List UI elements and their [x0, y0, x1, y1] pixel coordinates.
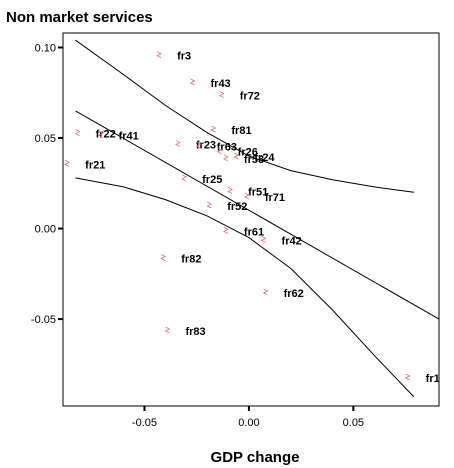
regression-line [75, 110, 440, 320]
point-marker [189, 78, 196, 86]
point-marker [262, 288, 269, 296]
y-tick-label: 0.00 [35, 224, 56, 236]
data-point: fr83 [164, 326, 206, 338]
point-label: fr42 [282, 235, 302, 247]
y-tick-label: 0.05 [35, 133, 56, 145]
point-label: fr82 [181, 254, 201, 266]
x-tick-label: 0.05 [343, 417, 364, 429]
data-point: fr52 [206, 201, 247, 213]
point-label: fr3 [177, 51, 191, 63]
point-marker [227, 187, 234, 194]
point-marker [260, 236, 267, 243]
data-point: fr1 [404, 373, 440, 385]
data-point: fr82 [160, 254, 201, 266]
point-marker [156, 51, 162, 59]
y-tick-label: 0.10 [35, 42, 56, 54]
point-marker [404, 373, 411, 381]
data-point: fr81 [210, 125, 252, 137]
point-label: fr24 [254, 152, 275, 164]
point-marker [74, 129, 81, 136]
point-label: fr1 [426, 373, 440, 385]
point-label: fr51 [248, 187, 268, 199]
point-label: fr83 [185, 326, 205, 338]
point-marker [97, 131, 104, 138]
point-marker [210, 125, 217, 133]
point-marker [174, 140, 181, 147]
data-point: fr24 [233, 152, 275, 164]
data-point: fr61 [223, 226, 264, 238]
data-point: fr72 [218, 91, 260, 103]
point-label: fr81 [231, 125, 251, 137]
point-label: fr41 [119, 130, 139, 142]
data-point: fr23 [174, 139, 216, 151]
x-tick-label: 0.00 [238, 417, 259, 429]
point-label: fr52 [227, 201, 247, 213]
point-label: fr26 [238, 147, 258, 159]
lower-confidence-band [75, 177, 415, 398]
upper-confidence-band [75, 39, 414, 193]
scatter-plot: 0.10 0.05 0.00 -0.05 -0.05 0.00 0.05 fr3 fr43 fr… [31, 32, 440, 429]
point-marker [218, 91, 225, 98]
point-label: fr72 [240, 91, 260, 103]
x-axis-label: GDP change [210, 449, 300, 466]
point-label: fr71 [265, 192, 285, 204]
data-point: fr41 [97, 130, 139, 142]
data-point: fr43 [189, 78, 231, 90]
data-point: fr62 [262, 288, 304, 300]
point-marker [160, 254, 167, 261]
point-marker [64, 160, 71, 167]
point-label: fr63 [217, 141, 237, 153]
point-label: fr25 [202, 174, 222, 186]
point-marker [206, 201, 213, 209]
fit-lines [75, 39, 440, 398]
point-label: fr53 [244, 154, 264, 166]
data-point: fr53 [223, 154, 264, 166]
point-label: fr62 [284, 288, 304, 300]
data-point: fr42 [260, 235, 302, 247]
data-point: fr21 [64, 159, 105, 171]
point-marker [181, 174, 188, 182]
point-label: fr43 [211, 78, 231, 90]
data-point: fr3 [156, 51, 191, 63]
y-tick-label: -0.05 [31, 314, 56, 326]
point-marker [216, 147, 223, 155]
data-point: fr63 [195, 141, 237, 153]
point-label: fr61 [244, 226, 264, 238]
point-label: fr22 [96, 129, 116, 141]
point-marker [223, 154, 229, 162]
point-marker [233, 152, 240, 160]
data-point: fr71 [243, 192, 285, 204]
data-point: fr22 [74, 129, 116, 141]
point-marker [243, 192, 250, 200]
x-tick-label: -0.05 [132, 417, 157, 429]
axis-ticks: 0.10 0.05 0.00 -0.05 -0.05 0.00 0.05 [31, 42, 364, 429]
chart-title: Non market services [6, 9, 153, 26]
point-marker [164, 326, 171, 334]
point-label: fr21 [85, 159, 105, 171]
data-point: fr25 [181, 174, 222, 186]
plot-frame [62, 32, 440, 407]
data-point: fr51 [227, 187, 268, 199]
point-marker [195, 141, 202, 149]
data-point: fr26 [216, 147, 258, 159]
point-marker [223, 227, 229, 234]
point-label: fr23 [196, 139, 216, 151]
